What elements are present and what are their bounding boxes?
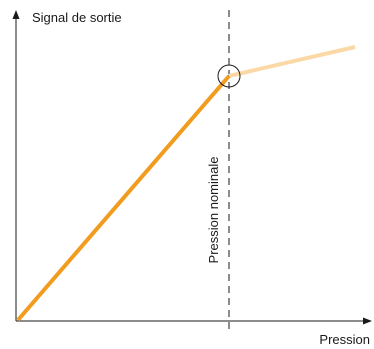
nominal-label: Pression nominale [206,157,221,264]
linear-segment [16,74,231,322]
x-axis-arrow [363,317,372,325]
nominal-point [217,64,241,88]
x-axis-label: Pression [319,332,370,347]
y-axis-arrow [12,10,20,19]
y-axis-label: Signal de sortie [32,10,122,25]
overload-segment [228,45,356,78]
